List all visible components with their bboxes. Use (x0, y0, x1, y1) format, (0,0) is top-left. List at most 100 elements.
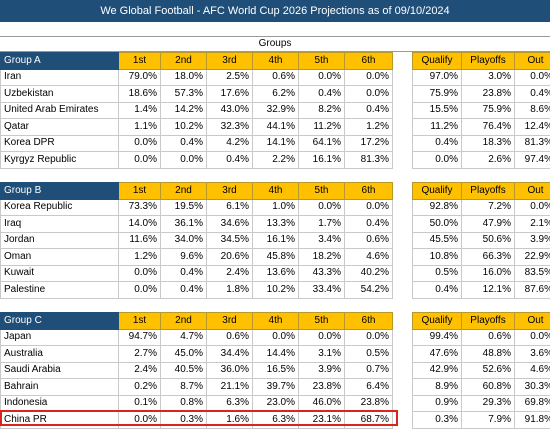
place-probability: 0.0% (118, 411, 161, 429)
place-probability: 0.6% (252, 68, 299, 86)
outcome-probability: 76.4% (461, 118, 515, 136)
outcome-probability: 2.6% (461, 151, 515, 169)
column-header: 1st (118, 182, 161, 200)
place-probability: 1.6% (206, 411, 253, 429)
place-probability: 0.0% (118, 151, 161, 169)
table-row: Bahrain 0.2% 8.7% 21.1% 39.7% 23.8% 6.4% (0, 378, 393, 396)
place-probability: 18.2% (298, 248, 345, 266)
table-row: 0.3%7.9%91.8% (412, 411, 550, 429)
place-probability: 0.0% (298, 198, 345, 216)
team-name: Palestine (0, 281, 119, 299)
team-name: Qatar (0, 118, 119, 136)
place-probability: 1.0% (252, 198, 299, 216)
column-header: 4th (252, 312, 299, 330)
place-probability: 3.9% (298, 361, 345, 379)
place-probability: 0.0% (344, 85, 393, 103)
column-header: 6th (344, 312, 393, 330)
place-probability: 81.3% (344, 151, 393, 169)
outcome-probability: 30.3% (514, 378, 550, 396)
place-probability: 13.3% (252, 215, 299, 233)
place-probability: 6.2% (252, 85, 299, 103)
outcome-probability: 8.9% (412, 378, 462, 396)
place-probability: 45.8% (252, 248, 299, 266)
outcome-probability: 99.4% (412, 328, 462, 346)
team-name: Saudi Arabia (0, 361, 119, 379)
place-probability: 0.0% (118, 134, 161, 152)
place-probability: 0.4% (344, 101, 393, 119)
outcome-probability: 0.4% (412, 281, 462, 299)
place-probability: 9.6% (160, 248, 207, 266)
place-probability: 6.3% (206, 394, 253, 412)
column-header: Out (514, 52, 550, 70)
outcome-probability: 83.5% (514, 264, 550, 282)
table-row: 0.4%18.3%81.3% (412, 134, 550, 152)
place-probability: 1.4% (118, 101, 161, 119)
outcome-probability: 87.6% (514, 281, 550, 299)
column-header: 4th (252, 52, 299, 70)
place-probability: 10.2% (160, 118, 207, 136)
outcome-probability: 69.8% (514, 394, 550, 412)
place-probability: 0.2% (118, 378, 161, 396)
team-name: Korea Republic (0, 198, 119, 216)
place-probability: 20.6% (206, 248, 253, 266)
table-row: Palestine 0.0% 0.4% 1.8% 10.2% 33.4% 54.2% (0, 281, 393, 299)
place-probability: 13.6% (252, 264, 299, 282)
place-probability: 2.7% (118, 345, 161, 363)
column-header: 1st (118, 312, 161, 330)
place-probability: 3.1% (298, 345, 345, 363)
place-probability: 6.4% (344, 378, 393, 396)
column-header: Playoffs (461, 52, 515, 70)
outcome-probability: 23.8% (461, 85, 515, 103)
outcome-probability: 66.3% (461, 248, 515, 266)
group-table-places: Group C 1st 2nd 3rd 4th 5th 6th Japan 94.7% 4.7% 0… (0, 312, 393, 429)
column-header: 6th (344, 52, 393, 70)
outcome-probability: 18.3% (461, 134, 515, 152)
table-row: Australia 2.7% 45.0% 34.4% 14.4% 3.1% 0.5% (0, 345, 393, 363)
team-name: Uzbekistan (0, 85, 119, 103)
table-row: Kuwait 0.0% 0.4% 2.4% 13.6% 43.3% 40.2% (0, 264, 393, 282)
place-probability: 16.1% (298, 151, 345, 169)
place-probability: 11.2% (298, 118, 345, 136)
place-probability: 23.0% (252, 394, 299, 412)
place-probability: 36.1% (160, 215, 207, 233)
outcome-probability: 0.0% (412, 151, 462, 169)
outcome-probability: 75.9% (412, 85, 462, 103)
group-table-outcomes: QualifyPlayoffsOut92.8%7.2%0.0%50.0%47.9… (412, 182, 550, 299)
place-probability: 43.0% (206, 101, 253, 119)
outcome-probability: 81.3% (514, 134, 550, 152)
group-table-places: Group A 1st 2nd 3rd 4th 5th 6th Iran 79.0% 18.0% 2… (0, 52, 393, 169)
outcome-probability: 50.0% (412, 215, 462, 233)
outcome-probability: 42.9% (412, 361, 462, 379)
place-probability: 4.7% (160, 328, 207, 346)
place-probability: 1.2% (344, 118, 393, 136)
place-probability: 43.3% (298, 264, 345, 282)
table-row: China PR 0.0% 0.3% 1.6% 6.3% 23.1% 68.7% (0, 411, 393, 429)
outcome-probability: 97.0% (412, 68, 462, 86)
place-probability: 17.2% (344, 134, 393, 152)
table-row: Iran 79.0% 18.0% 2.5% 0.6% 0.0% 0.0% (0, 68, 393, 86)
place-probability: 23.8% (298, 378, 345, 396)
group-table-outcomes: QualifyPlayoffsOut97.0%3.0%0.0%75.9%23.8… (412, 52, 550, 169)
outcome-probability: 47.9% (461, 215, 515, 233)
place-probability: 14.0% (118, 215, 161, 233)
place-probability: 2.4% (118, 361, 161, 379)
place-probability: 0.4% (160, 264, 207, 282)
table-row: Korea Republic 73.3% 19.5% 6.1% 1.0% 0.0% 0.0% (0, 198, 393, 216)
team-name: Jordan (0, 231, 119, 249)
outcome-probability: 0.3% (412, 411, 462, 429)
place-probability: 44.1% (252, 118, 299, 136)
place-probability: 0.0% (118, 281, 161, 299)
place-probability: 68.7% (344, 411, 393, 429)
column-header: Playoffs (461, 182, 515, 200)
outcome-probability: 0.0% (514, 328, 550, 346)
group-name: Group A (0, 52, 119, 70)
group-table-outcomes: QualifyPlayoffsOut99.4%0.6%0.0%47.6%48.8… (412, 312, 550, 429)
column-header: 3rd (206, 182, 253, 200)
outcome-probability: 52.6% (461, 361, 515, 379)
outcome-probability: 60.8% (461, 378, 515, 396)
place-probability: 14.4% (252, 345, 299, 363)
table-row: 97.0%3.0%0.0% (412, 68, 550, 86)
table-row: 10.8%66.3%22.9% (412, 248, 550, 266)
table-row: 0.4%12.1%87.6% (412, 281, 550, 299)
column-header: 6th (344, 182, 393, 200)
